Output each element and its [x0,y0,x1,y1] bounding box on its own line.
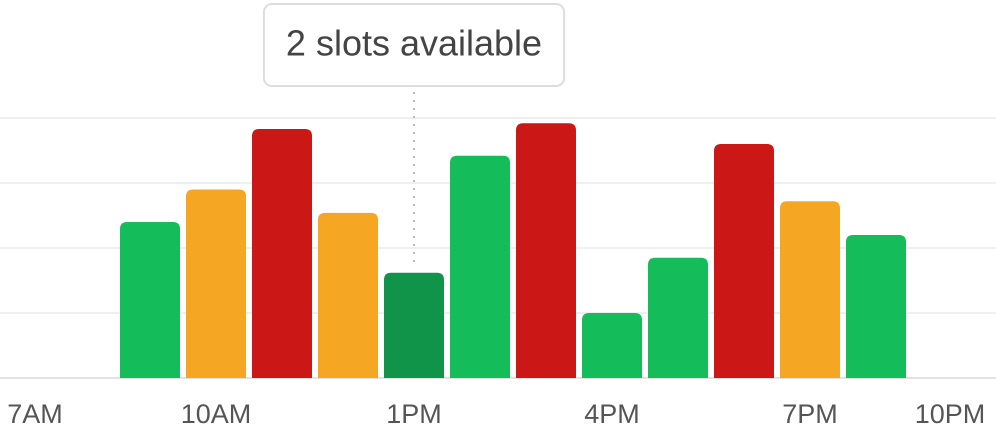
bar [780,201,840,378]
bar [120,222,180,378]
bar [582,313,642,378]
tooltip-text: 2 slots available [286,23,542,64]
x-tick-label: 10AM [181,399,252,429]
bar [186,189,246,378]
x-tick-label: 4PM [584,399,640,429]
bar [846,235,906,378]
bar [714,144,774,378]
bar [318,212,378,378]
bar [384,272,444,378]
x-tick-label: 7AM [7,399,63,429]
tooltip: 2 slots available [262,3,566,265]
bar [252,129,312,378]
x-tick-label: 7PM [782,399,838,429]
bar [450,155,510,378]
bar [648,257,708,378]
x-tick-label: 10PM [915,399,986,429]
tooltip-box [262,3,566,87]
x-tick-label: 1PM [386,399,442,429]
bars [120,123,906,378]
bar [516,123,576,378]
